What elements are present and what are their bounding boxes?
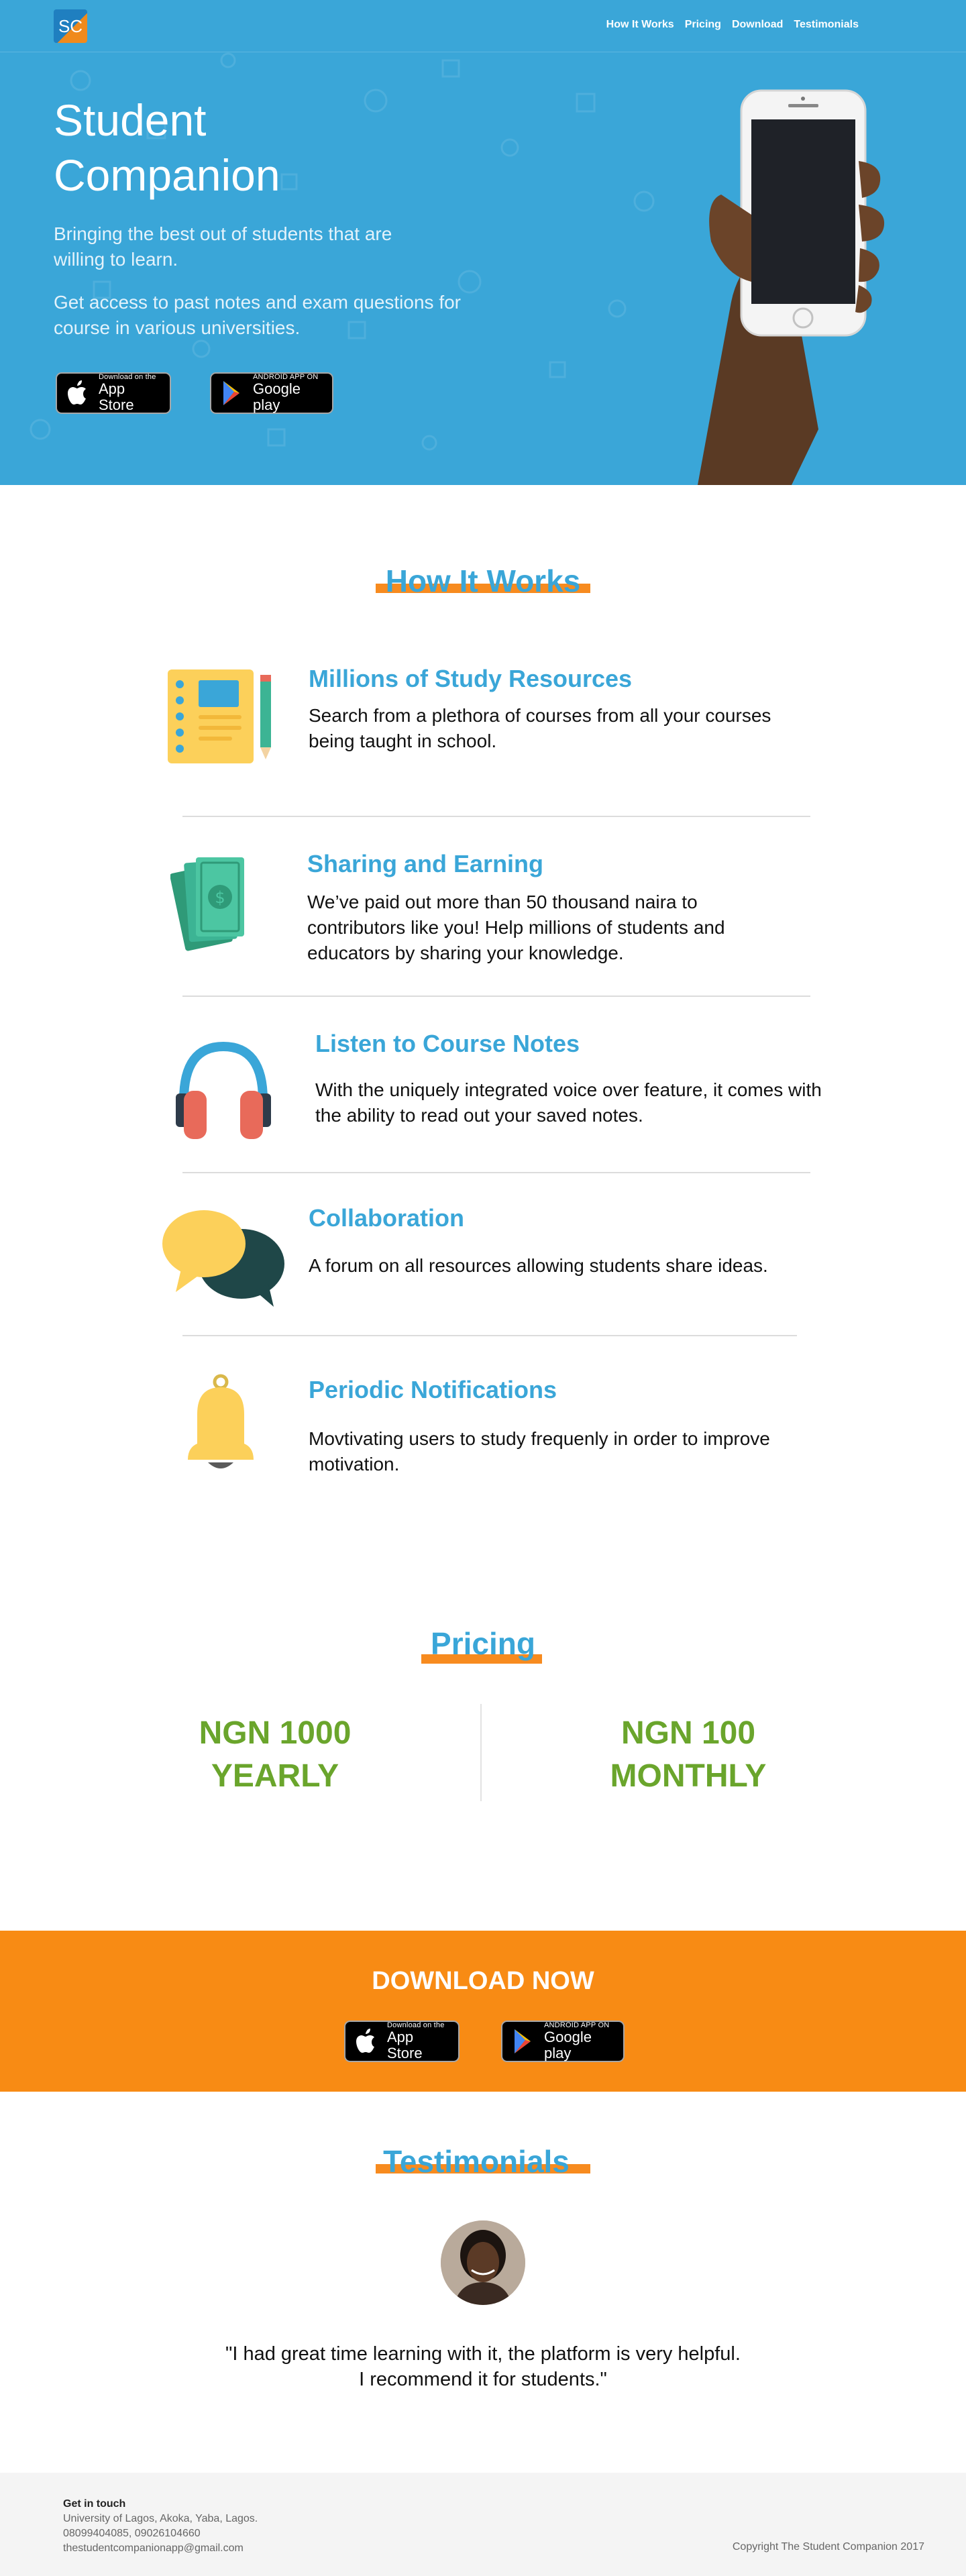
feature-title-study-resources: Millions of Study Resources	[309, 665, 633, 692]
footer-email-link[interactable]: thestudentcompanionapp@gmail.com	[63, 2542, 244, 2554]
app-store-small-text: Download on the	[99, 373, 156, 381]
footer: Get in touch University of Lagos, Akoka,…	[0, 2473, 966, 2576]
nav-testimonials[interactable]: Testimonials	[794, 19, 859, 30]
hero-background-pattern	[30, 52, 655, 451]
google-play-icon	[515, 2029, 531, 2053]
feature-title-notifications: Periodic Notifications	[309, 1376, 557, 1403]
feature-desc-course-notes: With the uniquely integrated voice over …	[315, 1079, 822, 1126]
feature-divider-2	[182, 996, 810, 997]
pricing-underline	[421, 1654, 542, 1664]
testimonial-quote-line1: "I had great time learning with it, the …	[225, 2343, 741, 2365]
logo[interactable]: SC	[54, 9, 87, 43]
how-it-works-heading: How It Works	[385, 564, 581, 598]
footer-address: University of Lagos, Akoka, Yaba, Lagos.	[63, 2513, 258, 2524]
download-app-store-big-text: App Store	[387, 2029, 423, 2061]
footer-phones: 08099404085, 09026104660	[63, 2528, 201, 2539]
feature-divider-3	[182, 1172, 810, 1173]
app-store-button[interactable]: Download on the App Store	[56, 372, 171, 414]
price-yearly-amount: NGN 1000	[199, 1715, 352, 1751]
google-play-button[interactable]: ANDROID APP ON Google play	[210, 372, 333, 414]
testimonial-quote: "I had great time learning with it, the …	[148, 2341, 818, 2392]
pricing-divider	[480, 1704, 482, 1801]
logo-text: SC	[58, 15, 83, 36]
notebook-icon	[168, 669, 271, 763]
testimonials-underline	[376, 2164, 590, 2174]
nav-pricing[interactable]: Pricing	[684, 19, 721, 30]
google-play-icon	[223, 381, 239, 405]
footer-title: Get in touch	[63, 2498, 126, 2510]
apple-icon	[68, 380, 86, 405]
apple-icon	[356, 2029, 374, 2053]
nav-how-it-works[interactable]: How It Works	[606, 19, 674, 30]
google-play-big-text: Google play	[253, 380, 301, 413]
money-icon: $	[170, 857, 244, 951]
price-monthly-amount: NGN 100	[621, 1715, 756, 1751]
feature-title-course-notes: Listen to Course Notes	[315, 1030, 580, 1057]
feature-desc-sharing-earning: We’ve paid out more than 50 thousand nai…	[307, 892, 725, 963]
price-monthly: NGN 100 MONTHLY	[547, 1712, 829, 1798]
google-play-small-text: ANDROID APP ON	[253, 373, 319, 381]
download-heading: DOWNLOAD NOW	[372, 1967, 594, 1995]
feature-desc-notifications: Movtivating users to study frequenly in …	[309, 1428, 770, 1474]
price-yearly-period: YEARLY	[211, 1758, 339, 1794]
download-app-store-small-text: Download on the	[387, 2021, 445, 2029]
feature-divider-4	[182, 1335, 797, 1336]
phone-in-hand-illustration	[698, 89, 885, 485]
nav-download[interactable]: Download	[731, 19, 784, 30]
footer-copyright: Copyright The Student Companion 2017	[732, 2541, 924, 2553]
testimonial-quote-line2: I recommend it for students."	[359, 2369, 607, 2390]
download-app-store-button[interactable]: Download on the App Store	[344, 2021, 460, 2062]
price-monthly-period: MONTHLY	[610, 1758, 767, 1794]
avatar-portrait	[441, 2220, 525, 2305]
feature-desc-study-resources: Search from a plethora of courses from a…	[309, 705, 771, 751]
avatar	[441, 2220, 525, 2305]
feature-desc-collaboration: A forum on all resources allowing studen…	[309, 1255, 768, 1276]
chat-bubbles-icon	[162, 1210, 284, 1307]
hero-description: Get access to past notes and exam questi…	[54, 292, 462, 338]
feature-title-collaboration: Collaboration	[309, 1204, 464, 1232]
download-google-play-button[interactable]: ANDROID APP ON Google play	[501, 2021, 625, 2062]
hero-title-line2: Companion	[54, 150, 280, 200]
feature-divider-1	[182, 816, 810, 817]
how-it-works-underline	[376, 584, 590, 593]
top-navbar: SC How It Works Pricing Download Testimo…	[0, 0, 966, 52]
nav-links: How It Works Pricing Download Testimonia…	[606, 19, 859, 31]
testimonials-heading: Testimonials	[383, 2144, 570, 2179]
download-section: DOWNLOAD NOW Download on the App Store A…	[0, 1931, 966, 2092]
price-yearly: NGN 1000 YEARLY	[134, 1712, 416, 1798]
app-store-big-text: App Store	[99, 380, 134, 413]
download-google-play-big-text: Google play	[544, 2029, 592, 2061]
hero-subtitle: Bringing the best out of students that a…	[54, 223, 392, 270]
hero-title-line1: Student	[54, 95, 207, 145]
pricing-heading: Pricing	[431, 1626, 535, 1661]
hero-section: SC How It Works Pricing Download Testimo…	[0, 0, 966, 485]
headphones-icon	[176, 1041, 271, 1139]
bell-icon	[188, 1374, 254, 1468]
hero-title: Student Companion	[54, 93, 402, 203]
feature-title-sharing-earning: Sharing and Earning	[307, 850, 544, 877]
svg-text:$: $	[215, 888, 225, 907]
download-google-play-small-text: ANDROID APP ON	[544, 2021, 610, 2029]
